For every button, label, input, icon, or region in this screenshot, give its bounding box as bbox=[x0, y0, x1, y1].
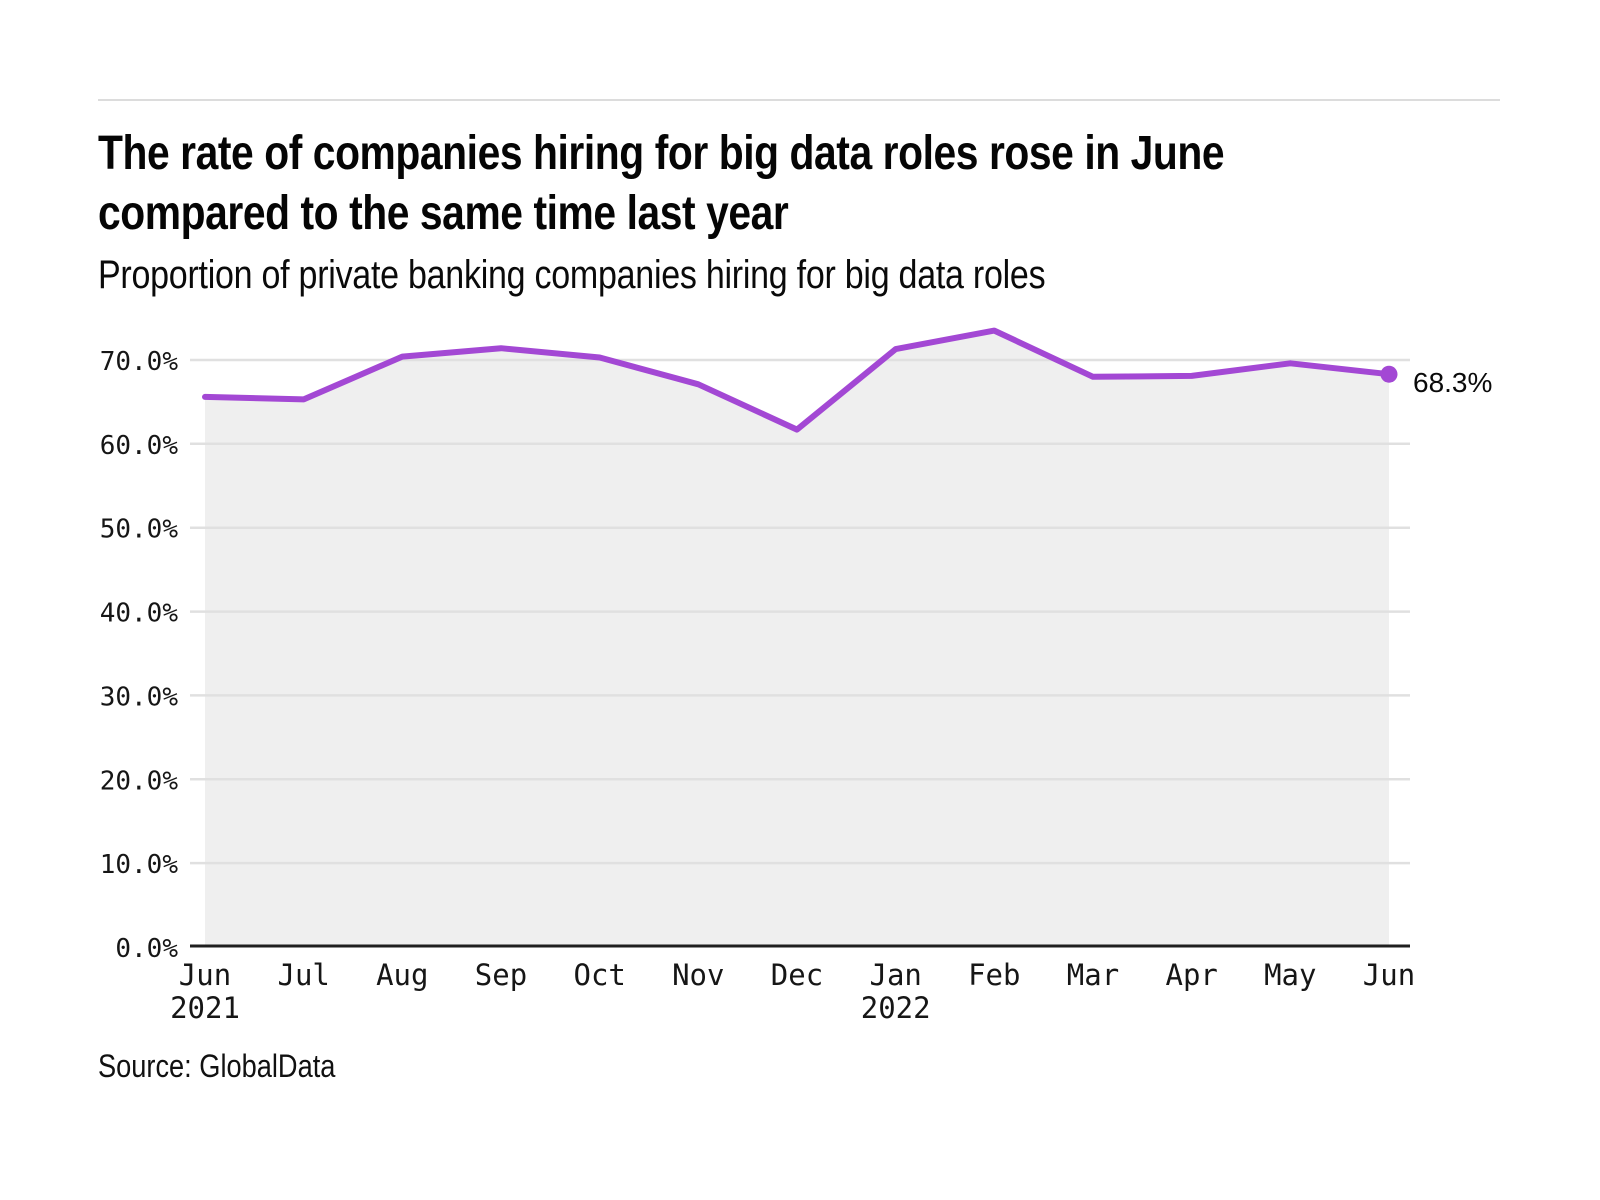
end-point-dot bbox=[1380, 365, 1398, 383]
x-tick-label: Jun bbox=[179, 958, 231, 992]
x-tick-label: Oct bbox=[574, 958, 626, 992]
x-tick-label: May bbox=[1264, 958, 1316, 992]
y-tick-label: 40.0% bbox=[100, 599, 179, 629]
y-tick-label: 30.0% bbox=[100, 682, 179, 712]
chart-title: The rate of companies hiring for big dat… bbox=[98, 127, 1225, 240]
x-tick-label: Jul bbox=[278, 958, 330, 992]
series-area bbox=[205, 330, 1389, 948]
x-tick-year-label: 2022 bbox=[861, 991, 931, 1025]
series-line-group bbox=[202, 327, 1392, 433]
y-tick-label: 70.0% bbox=[100, 347, 179, 377]
x-tick-label: Jun bbox=[1363, 958, 1415, 992]
end-point-value-label: 68.3% bbox=[1413, 367, 1492, 398]
gridlines-group bbox=[190, 358, 1410, 865]
x-tick-label: Nov bbox=[672, 958, 724, 992]
end-point-group: 68.3% bbox=[1380, 365, 1492, 398]
top-divider-rule bbox=[98, 99, 1500, 101]
x-tick-label: Apr bbox=[1166, 958, 1218, 992]
y-tick-label: 60.0% bbox=[100, 431, 179, 461]
y-axis-labels-group: 0.0% 10.0% 20.0% 30.0% 40.0% 50.0% 60.0% 70.0% bbox=[100, 347, 179, 964]
x-tick-label: Sep bbox=[475, 958, 527, 992]
x-tick-label: Mar bbox=[1067, 958, 1119, 992]
x-tick-label: Feb bbox=[968, 958, 1020, 992]
y-tick-label: 20.0% bbox=[100, 766, 179, 796]
source-note: Source: GlobalData bbox=[98, 1048, 336, 1084]
series-area-group bbox=[205, 330, 1389, 948]
series-line bbox=[202, 327, 1392, 433]
y-tick-label: 10.0% bbox=[100, 850, 179, 880]
chart-subtitle: Proportion of private banking companies … bbox=[98, 253, 1046, 297]
x-tick-label: Dec bbox=[771, 958, 823, 992]
x-tick-label: Jan bbox=[870, 958, 922, 992]
y-tick-label: 50.0% bbox=[100, 515, 179, 545]
x-tick-year-label: 2021 bbox=[170, 991, 240, 1025]
y-tick-label: 0.0% bbox=[115, 934, 178, 964]
x-tick-label: Aug bbox=[376, 958, 428, 992]
